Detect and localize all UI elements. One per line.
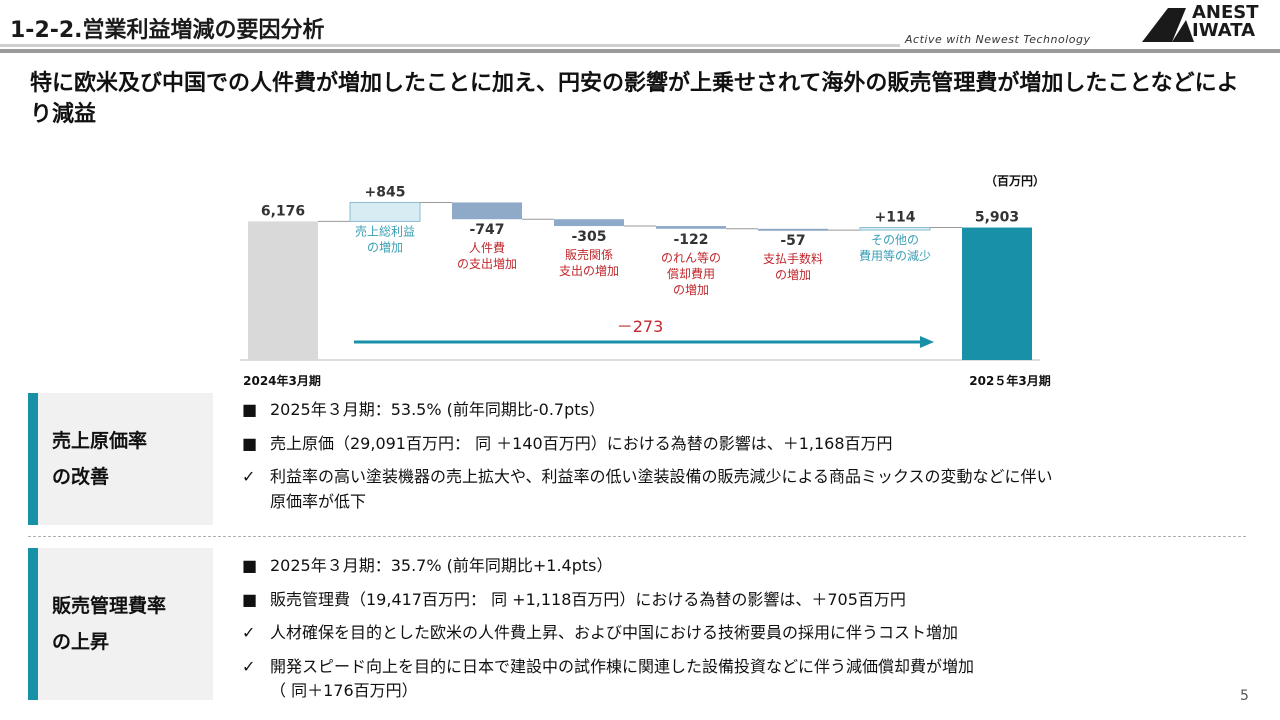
header-band <box>0 49 1280 53</box>
bar-step <box>656 226 726 229</box>
step-description: 費用等の減少 <box>859 248 931 263</box>
section-title-line1: 販売管理費率 <box>52 595 167 617</box>
bullet-text: 販売管理費（19,417百万円： 同 +1,118百万円）における為替の影響は、… <box>270 590 906 609</box>
tagline: Active with Newest Technology <box>905 33 1091 46</box>
company-logo <box>1142 8 1194 42</box>
step-description: の増加 <box>775 268 811 282</box>
step-description: 販売関係 <box>565 247 613 262</box>
bullet-text: 2025年３月期：53.5% (前年同期比-0.7pts） <box>270 400 605 419</box>
bullet-marker: ■ <box>242 434 258 453</box>
bar-step <box>859 227 931 231</box>
data-label-step: -122 <box>673 232 708 248</box>
logo-mark <box>1142 8 1186 42</box>
bar-step <box>758 228 828 231</box>
bullet-text: 原価率が低下 <box>270 492 367 511</box>
header-band-light <box>0 44 900 47</box>
chart-unit: （百万円） <box>985 174 1046 188</box>
data-label-start: 6,176 <box>261 203 305 219</box>
section-title-line2: の改善 <box>52 466 110 488</box>
section-title-line2: の上昇 <box>52 631 110 653</box>
step-description: 人件費 <box>469 240 505 255</box>
arrow-head-icon <box>920 336 934 348</box>
section-divider <box>28 536 1246 537</box>
bullet-text: （ 同＋176百万円） <box>270 681 418 700</box>
bullet-item: （ 同＋176百万円） <box>242 680 418 702</box>
check-icon: ✓ <box>242 657 256 676</box>
section-accent-bar <box>28 393 38 525</box>
bullet-item: 原価率が低下 <box>242 491 366 513</box>
logo-line2: IWATA <box>1192 20 1256 41</box>
check-icon: ✓ <box>242 467 256 486</box>
bullet-text: 利益率の高い塗装機器の売上拡大や、利益率の低い塗装設備の販売減少による商品ミック… <box>270 467 1053 486</box>
logo-line1: ANEST <box>1192 2 1259 23</box>
section-title-line1: 売上原価率 <box>52 430 148 452</box>
step-description: の増加 <box>673 283 709 297</box>
data-label-end: 5,903 <box>975 210 1019 226</box>
bullet-text: 開発スピード向上を目的に日本で建設中の試作棟に関連した設備投資などに伴う減価償却… <box>270 657 975 676</box>
x-label-start: 2024年3月期 <box>243 373 321 388</box>
bar-start <box>248 221 318 360</box>
bullet-marker: ■ <box>242 556 258 575</box>
data-label-step: +114 <box>875 210 916 226</box>
step-description: の支出増加 <box>457 257 517 271</box>
data-label-step: +845 <box>365 184 406 200</box>
bullet-item: ✓ 開発スピード向上を目的に日本で建設中の試作棟に関連した設備投資などに伴う減価償… <box>242 656 974 678</box>
bullet-item: ■ 売上原価（29,091百万円： 同 ＋140百万円）における為替の影響は、＋1… <box>242 433 893 455</box>
check-icon: ✓ <box>242 623 256 642</box>
bar-end <box>962 227 1032 360</box>
section-sga-ratio: 販売管理費率 の上昇 <box>28 548 213 700</box>
x-label-end: 202５年3月期 <box>969 373 1050 388</box>
bar-step <box>554 219 624 227</box>
step-description: の増加 <box>367 240 403 254</box>
bullet-text: 2025年３月期：35.7% (前年同期比+1.4pts） <box>270 556 613 575</box>
bullet-item: ✓ 人材確保を目的とした欧米の人件費上昇、および中国における技術要員の採用に伴うコ… <box>242 622 958 644</box>
step-description: 売上総利益 <box>355 223 415 238</box>
bullet-marker: ■ <box>242 590 258 609</box>
section-accent-bar <box>28 548 38 700</box>
step-description: その他の <box>871 233 919 247</box>
step-description: 支払手数料 <box>763 251 823 266</box>
bar-step <box>452 202 522 220</box>
data-label-step: -57 <box>780 233 805 249</box>
page-title: 1-2-2.営業利益増減の要因分析 <box>10 18 325 43</box>
bullet-item: ■ 2025年３月期：53.5% (前年同期比-0.7pts） <box>242 399 605 421</box>
bullet-text: 人材確保を目的とした欧米の人件費上昇、および中国における技術要員の採用に伴うコス… <box>270 623 959 642</box>
logo-text: ANEST IWATA <box>1192 4 1259 40</box>
headline: 特に欧米及び中国での人件費が増加したことに加え、円安の影響が上乗せされて海外の販… <box>30 71 1239 127</box>
total-change-label: －273 <box>617 317 664 336</box>
step-description: のれん等の <box>661 251 721 265</box>
section-cost-ratio: 売上原価率 の改善 <box>28 393 213 525</box>
step-description: 償却費用 <box>667 266 715 281</box>
data-label-step: -305 <box>571 229 606 245</box>
data-label-step: -747 <box>469 222 504 238</box>
bar-step <box>349 201 421 222</box>
bullet-text: 売上原価（29,091百万円： 同 ＋140百万円）における為替の影響は、＋1,… <box>270 434 893 453</box>
bullet-item: ✓ 利益率の高い塗装機器の売上拡大や、利益率の低い塗装設備の販売減少による商品ミッ… <box>242 466 1053 488</box>
bullet-item: ■ 2025年３月期：35.7% (前年同期比+1.4pts） <box>242 555 613 577</box>
step-description: 支出の増加 <box>559 264 619 278</box>
bullet-item: ■ 販売管理費（19,417百万円： 同 +1,118百万円）における為替の影響は… <box>242 589 906 611</box>
bullet-marker: ■ <box>242 400 258 419</box>
page-number: 5 <box>1240 688 1249 704</box>
